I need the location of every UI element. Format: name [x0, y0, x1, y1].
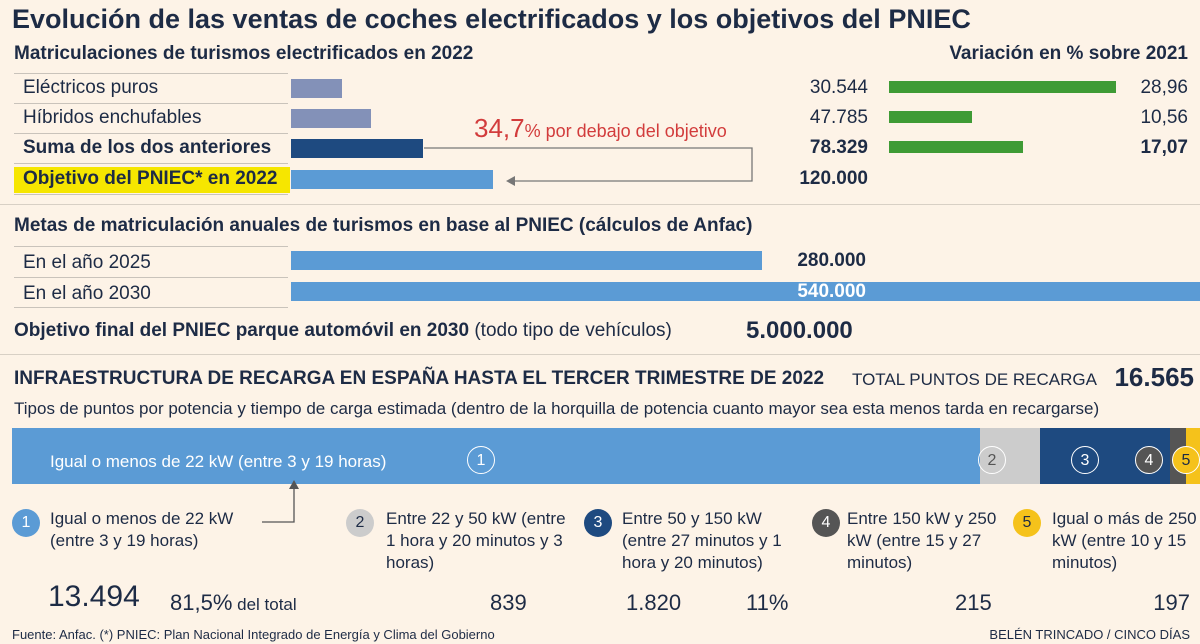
reg-bar-electric — [291, 79, 342, 98]
divider — [14, 277, 288, 278]
stack-marker-4: 4 — [1135, 446, 1163, 474]
fleet-goal-note: (todo tipo de vehículos) — [474, 320, 672, 341]
stack-marker-5: 5 — [1172, 446, 1200, 474]
reg-value-sum: 78.329 — [809, 137, 868, 158]
legend-value-4: 215 — [955, 590, 992, 615]
section-divider — [0, 354, 1200, 355]
reg-bar-target — [291, 170, 493, 189]
legend-marker-4: 4 — [812, 509, 840, 537]
legend-marker-2: 2 — [346, 509, 374, 537]
stack-bar-label: Igual o menos de 22 kW (entre 3 y 19 hor… — [50, 452, 387, 471]
divider — [14, 246, 288, 247]
legend-marker-5: 5 — [1013, 509, 1041, 537]
legend-pct-1-suffix: del total — [232, 595, 297, 614]
goal-bar-2025 — [291, 251, 762, 270]
infra-heading: INFRAESTRUCTURA DE RECARGA EN ESPAÑA HAS… — [14, 368, 825, 389]
legend-pct-1-value: 81,5% — [170, 590, 233, 615]
gap-text: % por debajo del objetivo — [524, 121, 727, 141]
reg-bar-sum — [291, 139, 423, 158]
pointer-arrow-icon — [262, 480, 299, 523]
var-bar-phev — [889, 111, 972, 123]
legend-marker-1: 1 — [12, 509, 40, 537]
var-value-sum: 17,07 — [1140, 137, 1188, 158]
var-value-phev: 10,56 — [1140, 107, 1188, 128]
stack-marker-3: 3 — [1071, 446, 1099, 474]
section-divider — [0, 204, 1200, 205]
section2-heading: Metas de matriculación anuales de turism… — [14, 215, 753, 236]
var-bar-electric — [889, 81, 1116, 93]
source-note: Fuente: Anfac. (*) PNIEC: Plan Nacional … — [12, 627, 495, 642]
legend-marker-3: 3 — [584, 509, 612, 537]
var-bar-sum — [889, 141, 1023, 153]
infra-subtitle: Tipos de puntos por potencia y tiempo de… — [14, 399, 1100, 418]
legend-desc-1: Igual o menos de 22 kW (entre 3 y 19 hor… — [50, 509, 234, 550]
legend-desc-3: Entre 50 y 150 kW (entre 27 minutos y 1 … — [622, 509, 782, 572]
reg-label-sum: Suma de los dos anteriores — [23, 137, 272, 158]
legend-desc-2: Entre 22 y 50 kW (entre 1 hora y 20 minu… — [386, 509, 566, 572]
reg-label-electric: Eléctricos puros — [23, 77, 159, 98]
gap-annotation: 34,7% por debajo del objetivo — [474, 113, 727, 144]
legend-value-5: 197 — [1153, 590, 1190, 615]
reg-value-phev: 47.785 — [809, 107, 868, 128]
divider — [14, 103, 288, 104]
var-value-electric: 28,96 — [1140, 77, 1188, 98]
goal-label-2030: En el año 2030 — [23, 283, 151, 304]
reg-label-target: Objetivo del PNIEC* en 2022 — [23, 168, 278, 189]
legend-value-3: 1.820 — [626, 590, 682, 615]
page-title: Evolución de las ventas de coches electr… — [12, 4, 971, 34]
stack-segment-1 — [12, 428, 980, 484]
divider — [14, 307, 288, 308]
legend-pct-3: 11% — [746, 590, 789, 615]
pniec-highlight — [14, 167, 290, 193]
stack-marker-1: 1 — [467, 446, 495, 474]
goal-label-2025: En el año 2025 — [23, 252, 151, 273]
reg-value-target: 120.000 — [799, 168, 868, 189]
divider — [14, 163, 288, 164]
gap-value: 34,7 — [474, 113, 525, 143]
divider — [14, 194, 288, 195]
variation-heading: Variación en % sobre 2021 — [949, 43, 1188, 64]
goal-value-2025: 280.000 — [797, 250, 866, 271]
divider — [14, 73, 288, 74]
fleet-goal-value: 5.000.000 — [746, 317, 853, 344]
reg-bar-phev — [291, 109, 371, 128]
reg-label-phev: Híbridos enchufables — [23, 107, 202, 128]
stack-marker-2: 2 — [978, 446, 1006, 474]
legend-value-1: 13.494 — [48, 580, 140, 613]
credit: BELÉN TRINCADO / CINCO DÍAS — [989, 627, 1190, 642]
goal-bar-2030 — [291, 282, 1200, 301]
total-label: TOTAL PUNTOS DE RECARGA — [852, 370, 1097, 389]
total-value: 16.565 — [1114, 362, 1194, 392]
fleet-goal-label: Objetivo final del PNIEC parque automóvi… — [14, 320, 470, 341]
section1-heading: Matriculaciones de turismos electrificad… — [14, 43, 474, 64]
legend-desc-4: Entre 150 kW y 250 kW (entre 15 y 27 min… — [847, 509, 997, 572]
gap-arrow-icon — [424, 147, 753, 186]
legend-value-2: 839 — [490, 590, 527, 615]
goal-value-2030: 540.000 — [797, 281, 866, 302]
legend-pct-1: 81,5% del total — [170, 590, 297, 616]
fleet-goal: Objetivo final del PNIEC parque automóvi… — [14, 320, 672, 342]
legend-desc-5: Igual o más de 250 kW (entre 10 y 15 min… — [1052, 509, 1197, 572]
divider — [14, 133, 288, 134]
reg-value-electric: 30.544 — [809, 77, 868, 98]
